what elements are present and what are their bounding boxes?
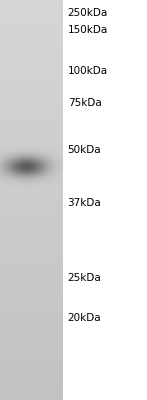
Text: 25kDa: 25kDa xyxy=(68,273,101,283)
Text: 100kDa: 100kDa xyxy=(68,66,108,76)
Text: 20kDa: 20kDa xyxy=(68,313,101,323)
Text: 75kDa: 75kDa xyxy=(68,98,101,108)
Text: 50kDa: 50kDa xyxy=(68,145,101,155)
Text: 250kDa: 250kDa xyxy=(68,8,108,18)
Text: 37kDa: 37kDa xyxy=(68,198,101,208)
Text: 150kDa: 150kDa xyxy=(68,25,108,35)
